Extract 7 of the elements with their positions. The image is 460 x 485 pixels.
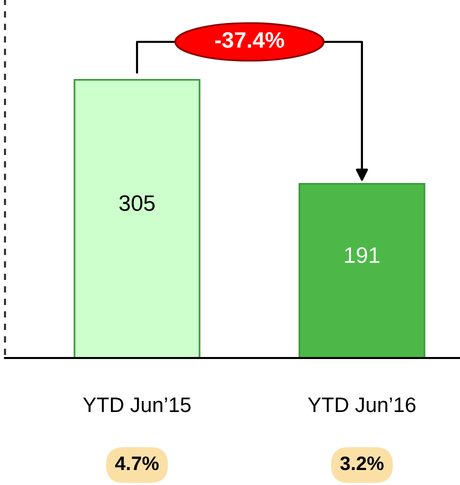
text: 3.2%	[340, 456, 384, 470]
x-tick-label: YTD Jun’16	[308, 397, 416, 412]
x-tick-label: YTD Jun’15	[83, 398, 191, 412]
data-label: 305	[119, 195, 155, 211]
text: 4.7%	[115, 456, 159, 470]
text: -37.4%	[215, 32, 284, 48]
data-label: 191	[345, 247, 380, 263]
